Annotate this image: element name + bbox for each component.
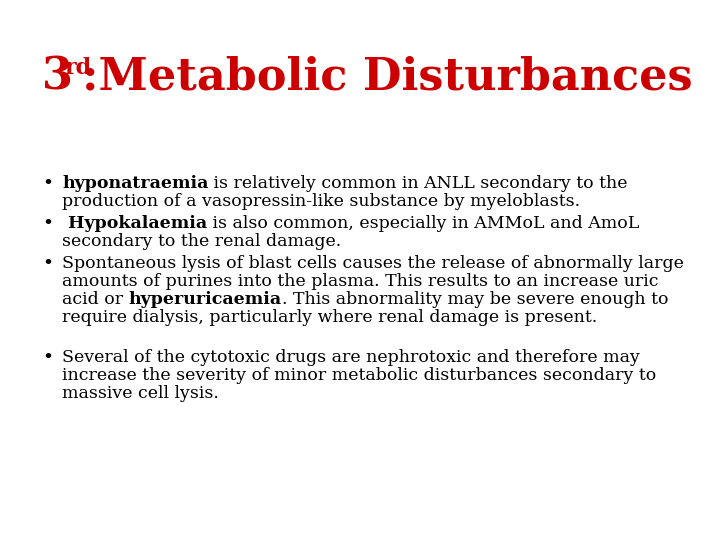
Text: require dialysis, particularly where renal damage is present.: require dialysis, particularly where ren…: [62, 309, 598, 326]
Text: 3: 3: [42, 56, 73, 99]
Text: acid or: acid or: [62, 291, 129, 308]
Text: Several of the cytotoxic drugs are nephrotoxic and therefore may: Several of the cytotoxic drugs are nephr…: [62, 349, 640, 366]
Text: •: •: [42, 215, 53, 233]
Text: •: •: [42, 255, 53, 273]
Text: •: •: [42, 175, 53, 193]
Text: amounts of purines into the plasma. This results to an increase uric: amounts of purines into the plasma. This…: [62, 273, 659, 290]
Text: rd: rd: [64, 57, 91, 79]
Text: hyponatraemia: hyponatraemia: [62, 175, 208, 192]
Text: Spontaneous lysis of blast cells causes the release of abnormally large: Spontaneous lysis of blast cells causes …: [62, 255, 684, 272]
Text: production of a vasopressin-like substance by myeloblasts.: production of a vasopressin-like substan…: [62, 193, 580, 210]
Text: Hypokalaemia: Hypokalaemia: [62, 215, 207, 232]
Text: :Metabolic Disturbances: :Metabolic Disturbances: [82, 56, 693, 99]
Text: hyperuricaemia: hyperuricaemia: [129, 291, 282, 308]
Text: secondary to the renal damage.: secondary to the renal damage.: [62, 233, 341, 250]
Text: is also common, especially in AMMoL and AmoL: is also common, especially in AMMoL and …: [207, 215, 639, 232]
Text: is relatively common in ANLL secondary to the: is relatively common in ANLL secondary t…: [208, 175, 628, 192]
Text: •: •: [42, 349, 53, 367]
Text: massive cell lysis.: massive cell lysis.: [62, 385, 219, 402]
Text: . This abnormality may be severe enough to: . This abnormality may be severe enough …: [282, 291, 668, 308]
Text: increase the severity of minor metabolic disturbances secondary to: increase the severity of minor metabolic…: [62, 367, 656, 384]
